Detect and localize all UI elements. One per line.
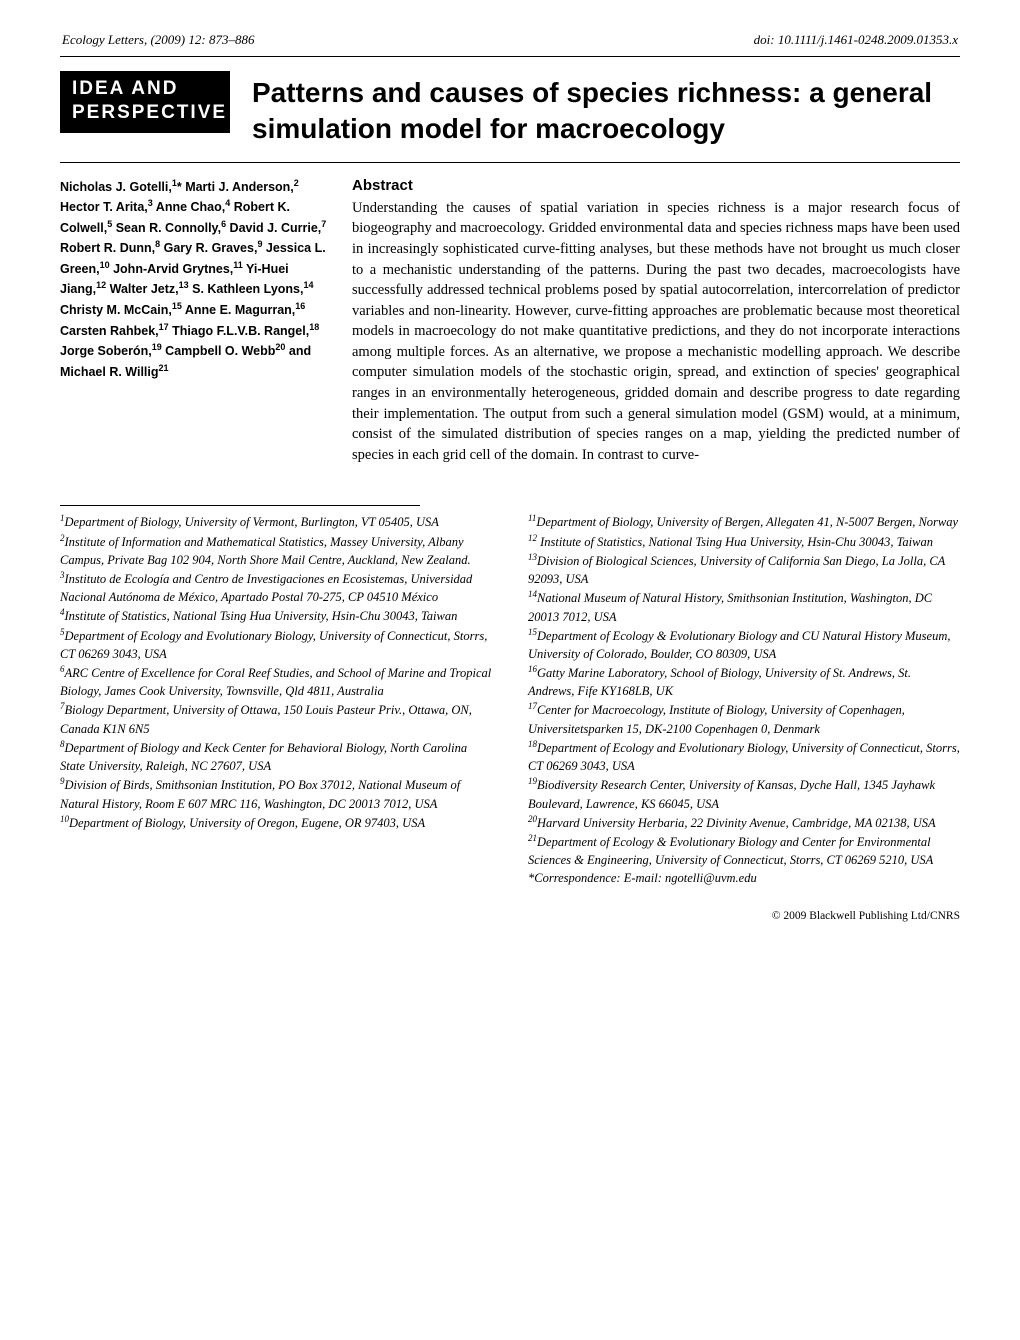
rule-under-title xyxy=(60,162,960,163)
abstract-heading: Abstract xyxy=(352,177,960,194)
affiliations-right: 11Department of Biology, University of B… xyxy=(528,512,960,887)
affiliations-left: 1Department of Biology, University of Ve… xyxy=(60,512,492,887)
rule-top xyxy=(60,56,960,57)
section-badge: IDEA AND PERSPECTIVE xyxy=(60,71,230,133)
abstract-column: Abstract Understanding the causes of spa… xyxy=(352,177,960,466)
article-title: Patterns and causes of species richness:… xyxy=(252,75,960,148)
badge-line-2: PERSPECTIVE xyxy=(72,101,218,125)
doi-line: doi: 10.1111/j.1461-0248.2009.01353.x xyxy=(754,32,958,48)
authors-column: Nicholas J. Gotelli,1* Marti J. Anderson… xyxy=(60,177,330,466)
abstract-text: Understanding the causes of spatial vari… xyxy=(352,198,960,466)
badge-line-1: IDEA AND xyxy=(72,77,218,101)
rule-affiliations xyxy=(60,505,420,506)
copyright-footer: © 2009 Blackwell Publishing Ltd/CNRS xyxy=(60,910,960,922)
running-header: Ecology Letters, (2009) 12: 873–886 doi:… xyxy=(60,32,960,48)
journal-line: Ecology Letters, (2009) 12: 873–886 xyxy=(62,32,254,48)
affiliations-block: 1Department of Biology, University of Ve… xyxy=(60,512,960,887)
abstract-row: Nicholas J. Gotelli,1* Marti J. Anderson… xyxy=(60,177,960,466)
title-block: IDEA AND PERSPECTIVE Patterns and causes… xyxy=(60,71,960,148)
